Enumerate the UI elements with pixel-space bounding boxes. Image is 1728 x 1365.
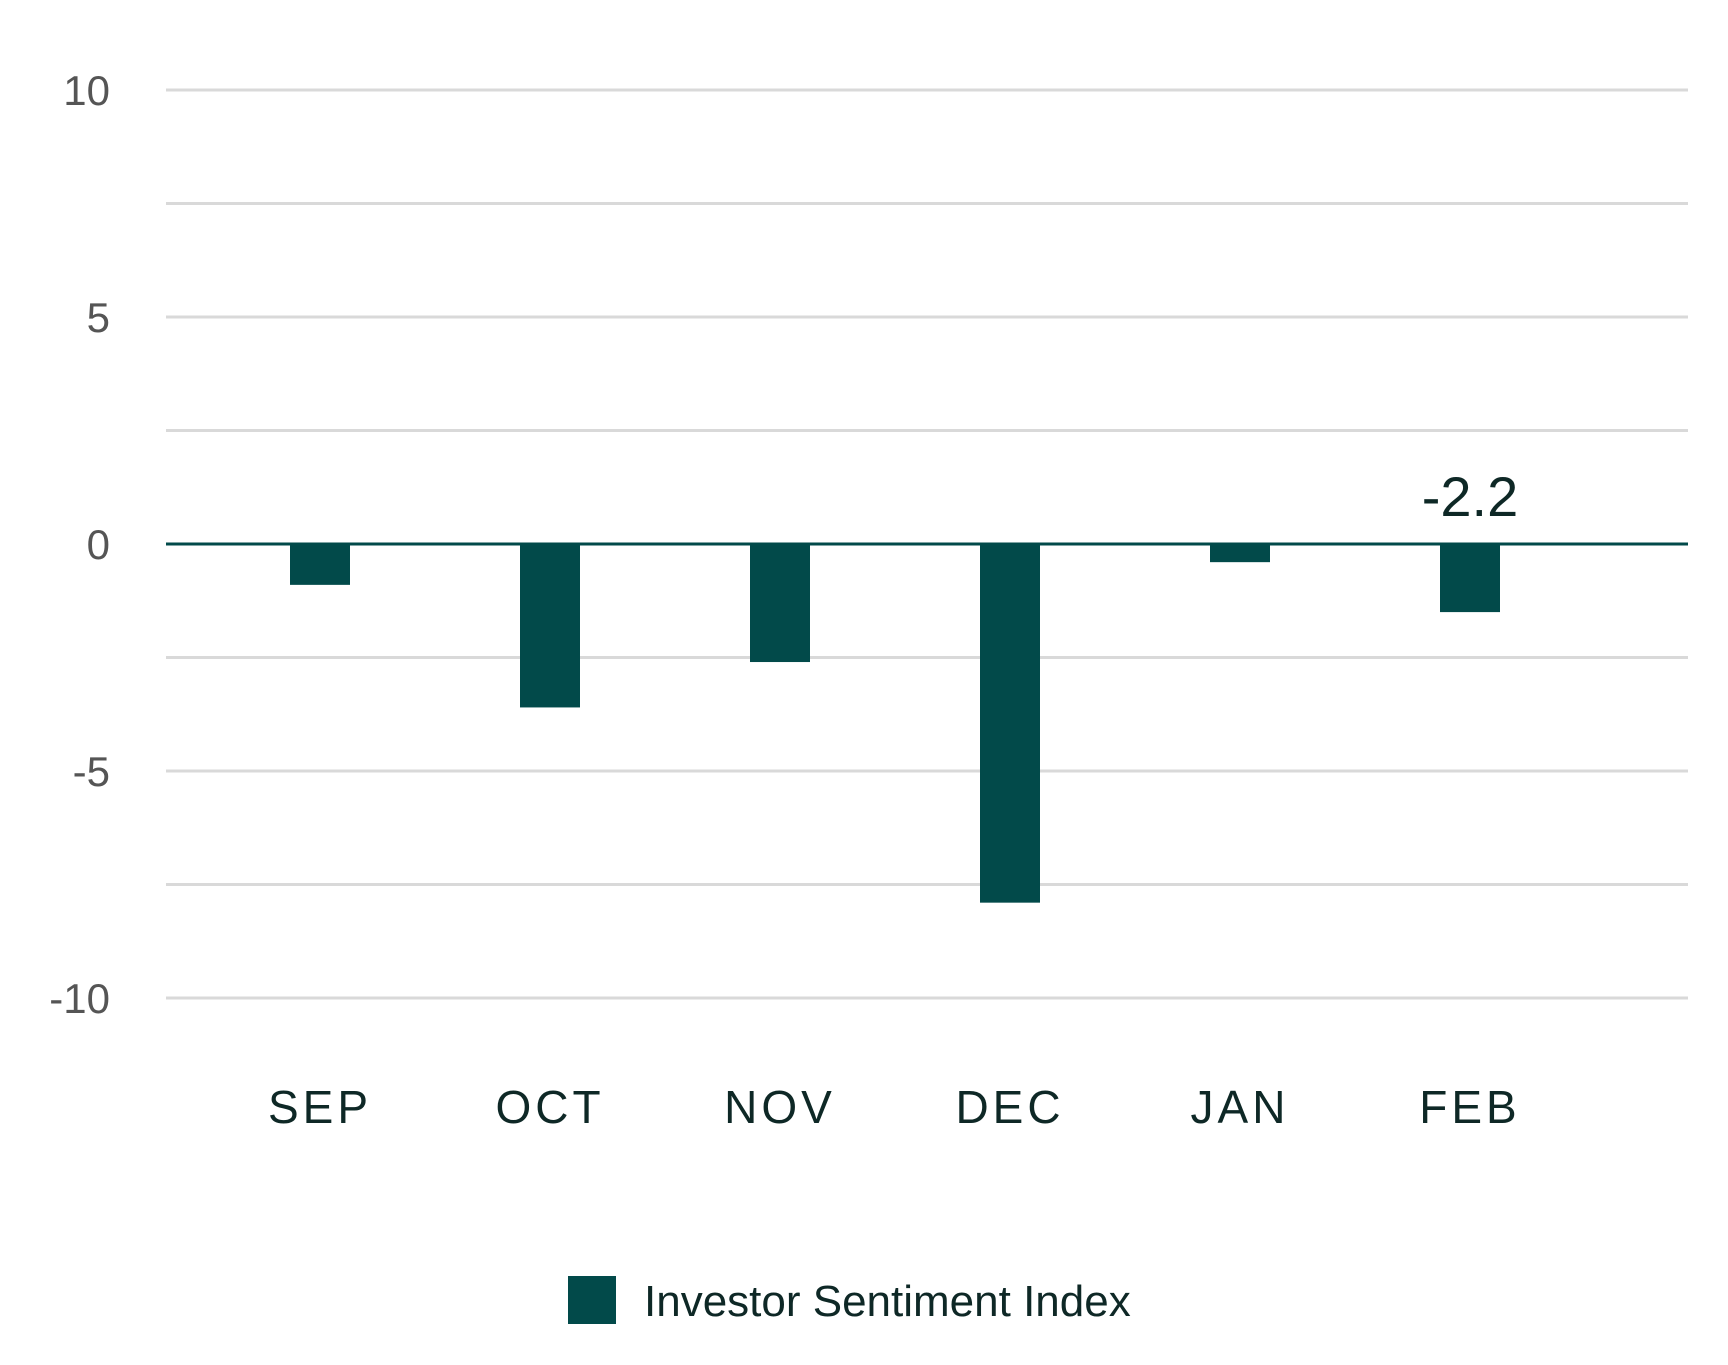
legend-label: Investor Sentiment Index: [644, 1277, 1131, 1326]
y-tick-label: 10: [63, 67, 110, 114]
x-category-label: NOV: [724, 1081, 836, 1133]
x-axis-category-labels: SEP OCT NOV DEC JAN FEB: [268, 1081, 1520, 1133]
x-category-label: SEP: [268, 1081, 372, 1133]
y-tick-label: 5: [87, 294, 110, 341]
y-tick-label: 0: [87, 521, 110, 568]
y-tick-label: -5: [73, 748, 110, 795]
x-category-label: OCT: [495, 1081, 604, 1133]
bar-feb: [1440, 544, 1500, 613]
bar-sep: [290, 544, 350, 585]
bars: [290, 544, 1500, 903]
bar-nov: [750, 544, 810, 663]
legend: Investor Sentiment Index: [568, 1276, 1131, 1326]
x-category-label: JAN: [1191, 1081, 1290, 1133]
gridlines: [166, 88, 1688, 1000]
bar-oct: [520, 544, 580, 708]
bar-jan: [1210, 544, 1270, 563]
data-label: -2.2: [1422, 465, 1519, 528]
y-tick-label: -10: [49, 975, 110, 1022]
y-axis-tick-labels: 10 5 0 -5 -10: [49, 67, 110, 1022]
x-category-label: DEC: [955, 1081, 1064, 1133]
bar-dec: [980, 544, 1040, 903]
legend-swatch: [568, 1276, 616, 1324]
x-category-label: FEB: [1419, 1081, 1520, 1133]
data-labels: -2.2: [1422, 465, 1519, 528]
